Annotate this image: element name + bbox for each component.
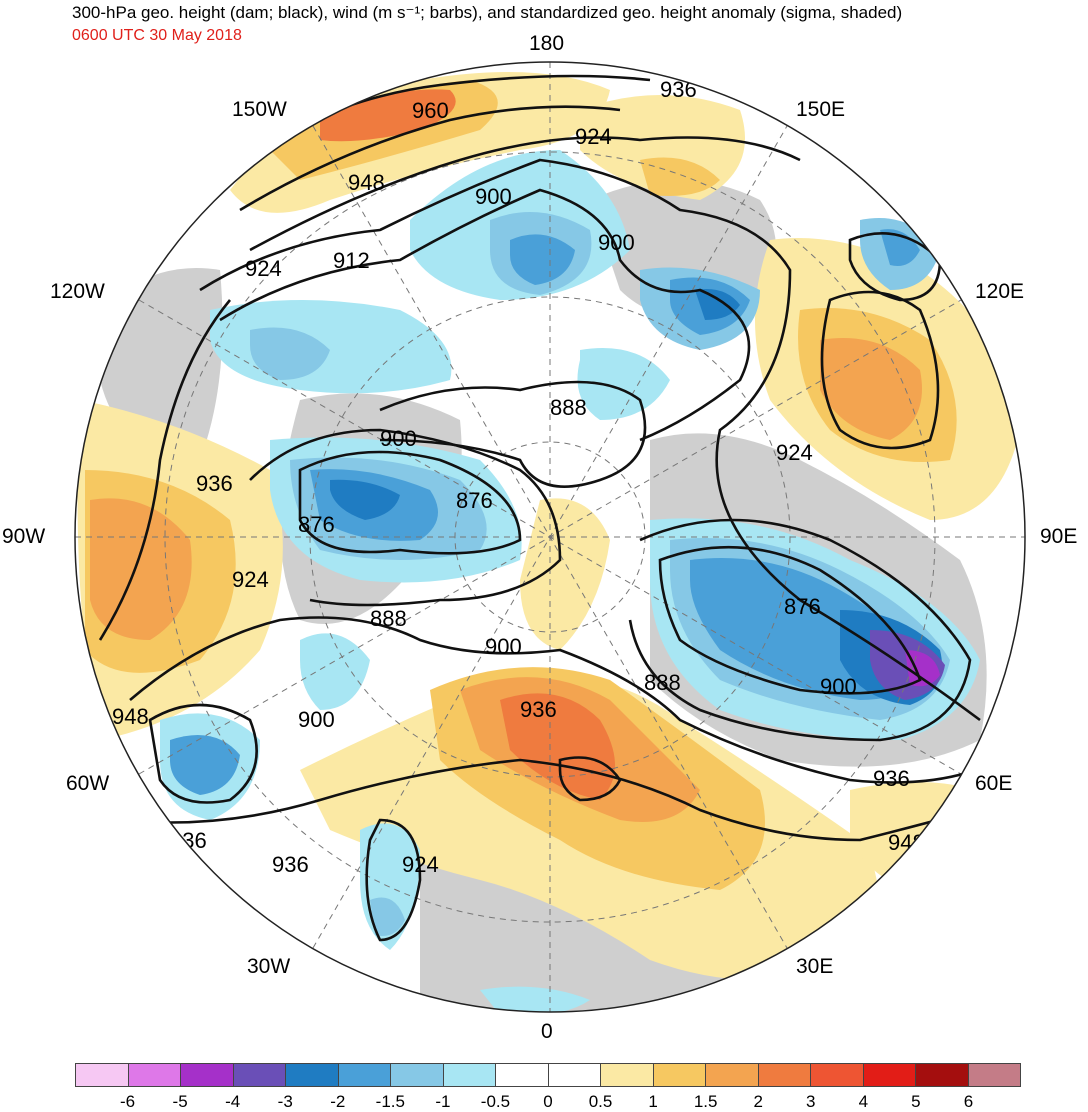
contour-label: 924 [232,567,269,592]
contour-label: 924 [776,440,813,465]
contour-label: 936 [520,697,557,722]
colorbar-tick-label: -1 [435,1092,451,1111]
colorbar-swatch [548,1064,601,1086]
contour-label: 960 [412,98,449,123]
anomaly-shading: 960 948 936 924 900 912 924 900 888 900 … [75,62,1025,1012]
contour-label: 888 [370,606,407,631]
contour-label: 936 [873,766,910,791]
lon-label-0: 0 [541,1020,553,1043]
contour-label: 924 [575,124,612,149]
lon-label-180: 180 [529,32,565,55]
colorbar-tick-label: 6 [963,1092,974,1111]
colorbar-tick-label: 3 [806,1092,816,1111]
contour-label: 924 [402,852,439,877]
lon-label-120w: 120W [50,280,105,303]
colorbar-tick-label: -5 [172,1092,188,1111]
lon-label-90w: 90W [2,525,46,548]
colorbar-swatch [601,1064,654,1086]
colorbar-tick-label: -2 [330,1092,346,1111]
lon-label-60e: 60E [975,772,1013,795]
colorbar-swatch [811,1064,864,1086]
contour-label: 924 [245,256,282,281]
contour-label: 936 [196,471,233,496]
contour-label: 936 [272,852,309,877]
colorbar-swatch [863,1064,916,1086]
colorbar-swatch [496,1064,549,1086]
contour-label: 876 [298,512,335,537]
contour-label: 900 [485,634,522,659]
contour-labels: 960 948 936 924 900 912 924 900 888 900 … [112,77,925,877]
contour-label: 876 [784,594,821,619]
colorbar-tick-label: 4 [858,1092,869,1111]
colorbar-swatch [916,1064,969,1086]
colorbar-tick-label: -4 [225,1092,241,1111]
contour-label: 900 [598,230,635,255]
lon-label-30w: 30W [247,955,291,978]
contour-label: 948 [112,704,149,729]
contour-label: 888 [550,395,587,420]
contour-label: 900 [380,426,417,451]
colorbar-swatch [443,1064,496,1086]
colorbar-swatch [76,1064,129,1086]
colorbar-swatch [338,1064,391,1086]
anomaly-colorbar [75,1063,1021,1087]
contour-label: 876 [456,488,493,513]
contour-label: 948 [348,170,385,195]
lon-label-30e: 30E [796,955,834,978]
colorbar-tick-label: -6 [119,1092,136,1111]
contour-label: 936 [660,77,697,102]
colorbar-swatch [706,1064,759,1086]
colorbar-tick-label: -0.5 [480,1092,511,1111]
lon-label-60w: 60W [66,772,110,795]
colorbar-swatch [286,1064,339,1086]
lon-label-150e: 150E [796,98,846,121]
contour-label: 912 [333,248,370,273]
colorbar-swatch [968,1064,1020,1086]
colorbar-swatch [758,1064,811,1086]
contour-label: 900 [298,707,335,732]
contour-label: 900 [820,674,857,699]
contour-label: 900 [475,184,512,209]
contour-label: 888 [644,670,681,695]
colorbar-tick-label: 2 [753,1092,763,1111]
lon-label-150w: 150W [232,98,287,121]
valid-time: 0600 UTC 30 May 2018 [72,27,242,44]
colorbar-swatch [653,1064,706,1086]
colorbar-tick-label: 0.5 [588,1092,613,1111]
polar-map: 960 948 936 924 900 912 924 900 888 900 … [74,61,1026,1013]
colorbar-swatch [128,1064,181,1086]
colorbar-swatch [181,1064,234,1086]
colorbar-swatch [391,1064,444,1086]
map-title: 300-hPa geo. height (dam; black), wind (… [72,3,903,22]
colorbar-tick-label: 0 [543,1092,553,1111]
contour-label: 936 [170,828,207,853]
colorbar-swatch [233,1064,286,1086]
map-boundary [74,61,1026,1013]
colorbar-tick-label: 5 [911,1092,921,1111]
lon-label-120e: 120E [975,280,1025,303]
colorbar-tick-label: 1 [648,1092,658,1111]
colorbar-tick-label: -1.5 [375,1092,405,1111]
colorbar-tick-label: -3 [277,1092,293,1111]
colorbar-tick-label: 1.5 [693,1092,718,1111]
lon-label-90e: 90E [1040,525,1078,548]
